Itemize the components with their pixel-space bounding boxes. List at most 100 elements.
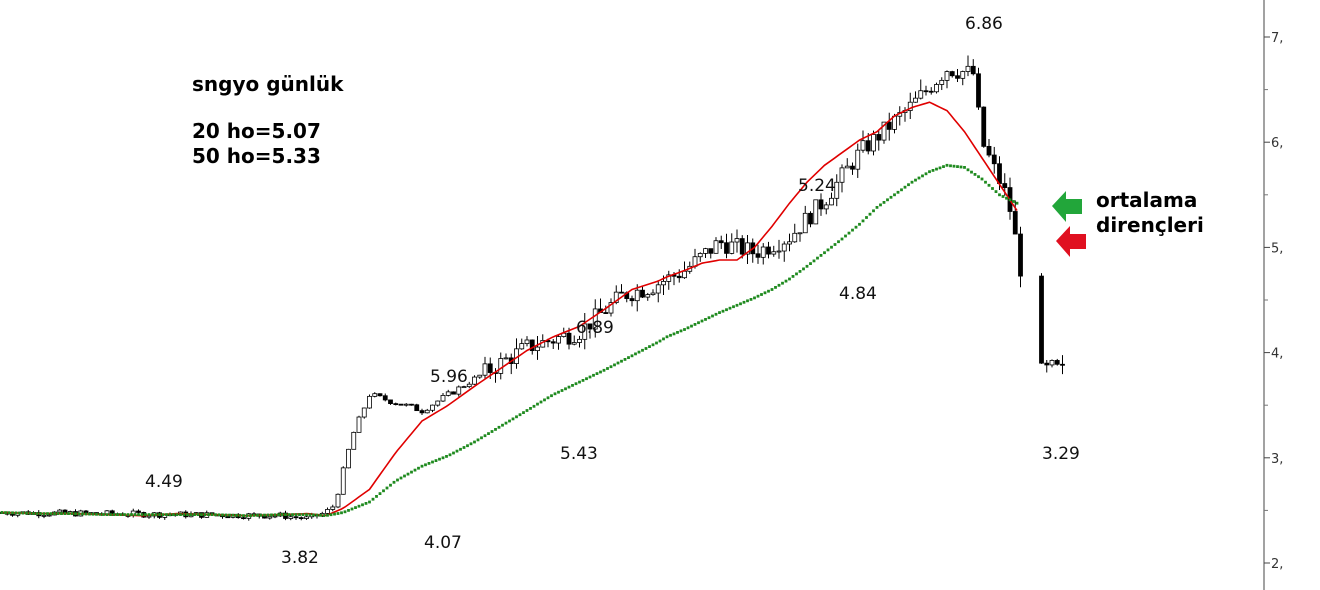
- ma50-dot: [994, 190, 998, 193]
- ma50-dot: [452, 451, 455, 455]
- candle-body: [293, 516, 299, 519]
- ma50-dot: [133, 513, 137, 516]
- y-tick-label: 2,: [1271, 557, 1283, 572]
- ma50-dot: [830, 245, 833, 249]
- ma50-dot: [865, 216, 868, 219]
- candle-body: [792, 232, 798, 243]
- ma50-dot: [81, 512, 84, 516]
- candle-body: [592, 308, 598, 330]
- candle-body: [603, 312, 609, 314]
- ma50-dot: [480, 436, 483, 440]
- ma50-dot: [959, 165, 963, 169]
- y-tick-label: 3,: [1271, 452, 1283, 467]
- candle-body: [703, 248, 708, 254]
- candle-body: [776, 250, 782, 253]
- ma50-dot: [11, 511, 14, 515]
- ma50-dot: [893, 193, 896, 197]
- price-axis: 2, 3, 4, 5, 6, 7,: [1263, 0, 1283, 590]
- ma50-dot: [487, 432, 490, 435]
- ma50-dot: [18, 511, 21, 515]
- ma20-value-label: 20 ho=5.07: [192, 119, 321, 143]
- ma50-dot: [721, 309, 725, 313]
- ma50-dot: [179, 513, 182, 516]
- candle-body: [734, 238, 740, 243]
- candle-body: [876, 134, 882, 141]
- ma50-dot: [221, 513, 224, 517]
- ma50-dot: [14, 511, 18, 515]
- candle-body: [1054, 360, 1060, 365]
- candle-body: [529, 339, 535, 352]
- ma50-dot: [154, 513, 158, 516]
- candle-body: [834, 181, 840, 199]
- ma50-dot: [700, 319, 704, 323]
- ma50-dot: [389, 483, 392, 487]
- ma50-dot: [368, 500, 371, 504]
- ma50-dot: [371, 497, 375, 501]
- candle-body: [808, 212, 813, 225]
- ma50-dot: [578, 380, 581, 384]
- ma50-dot: [312, 513, 315, 517]
- ma50-dot: [336, 512, 340, 515]
- candle-body: [419, 410, 425, 414]
- candle-body: [934, 84, 939, 93]
- ma50-dot: [214, 513, 217, 517]
- ma50-dot: [581, 379, 585, 382]
- candle-body: [818, 199, 824, 210]
- candle-body: [718, 240, 724, 244]
- ma50-dot: [172, 513, 175, 516]
- candle-body: [451, 391, 456, 395]
- ma50-dot: [441, 456, 445, 460]
- ma50-dot: [529, 407, 532, 410]
- ma50-dot: [781, 281, 784, 285]
- ma50-dot: [350, 507, 354, 511]
- candle-body: [398, 403, 404, 406]
- candle-body: [939, 79, 945, 85]
- ma50-dot: [382, 489, 385, 493]
- ma50-dot: [609, 365, 613, 369]
- ma50-dot: [791, 275, 795, 278]
- ma50-dot: [613, 363, 616, 367]
- ma50-dot: [620, 359, 623, 363]
- ma50-dot: [364, 502, 368, 505]
- candle-body: [487, 363, 493, 373]
- candle-body: [813, 199, 819, 225]
- price-annotation: 4.07: [424, 533, 462, 553]
- ma50-dot: [424, 463, 427, 467]
- ma50-dot: [77, 512, 81, 516]
- candle-body: [865, 140, 871, 152]
- ma50-dot: [767, 289, 770, 293]
- ma50-dot: [434, 459, 438, 462]
- ma50-dot: [746, 299, 749, 303]
- ma50-dot: [280, 513, 284, 516]
- ma50-dot: [665, 335, 669, 339]
- candle-body: [330, 506, 336, 510]
- ma50-dot: [112, 513, 116, 516]
- ma50-dot: [588, 375, 592, 379]
- ma50-dot: [637, 350, 641, 354]
- ma50-dot: [448, 453, 452, 457]
- ma50-dot: [140, 513, 144, 516]
- ma50-dot: [1001, 195, 1005, 198]
- ma50-dot: [557, 390, 560, 394]
- candle-body: [535, 346, 540, 352]
- ma50-dot: [445, 455, 448, 458]
- ma50-dot: [354, 506, 357, 509]
- ma50-dot: [245, 514, 249, 518]
- ma50-dot: [235, 513, 238, 517]
- ma50-dot: [616, 361, 620, 365]
- ma50-dot: [931, 169, 935, 172]
- candle-body: [944, 71, 950, 81]
- candle-body: [871, 134, 876, 152]
- ma50-dot: [105, 513, 109, 516]
- candle-body: [146, 515, 152, 518]
- candle-body: [346, 448, 351, 469]
- ma50-dot: [158, 513, 161, 516]
- ma50-dot: [21, 511, 25, 515]
- ma50-dot: [917, 176, 921, 180]
- ma50-value-label: 50 ho=5.33: [192, 144, 321, 168]
- ma50-dot: [1008, 198, 1012, 202]
- ma50-dot: [343, 510, 347, 514]
- ma50-dot: [522, 411, 525, 414]
- candle-body: [787, 241, 792, 245]
- candle-body: [661, 280, 666, 286]
